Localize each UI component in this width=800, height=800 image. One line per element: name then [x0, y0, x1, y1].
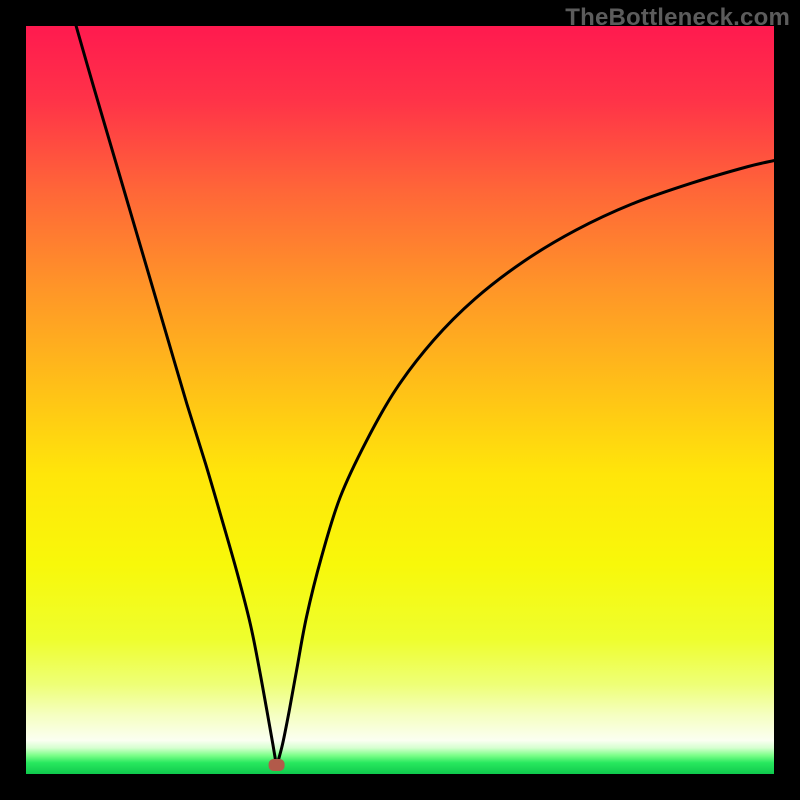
bottleneck-chart — [0, 0, 800, 800]
chart-container: { "watermark": { "text": "TheBottleneck.… — [0, 0, 800, 800]
watermark-text: TheBottleneck.com — [565, 4, 790, 32]
gradient-background — [26, 26, 774, 774]
minimum-marker — [269, 759, 285, 771]
